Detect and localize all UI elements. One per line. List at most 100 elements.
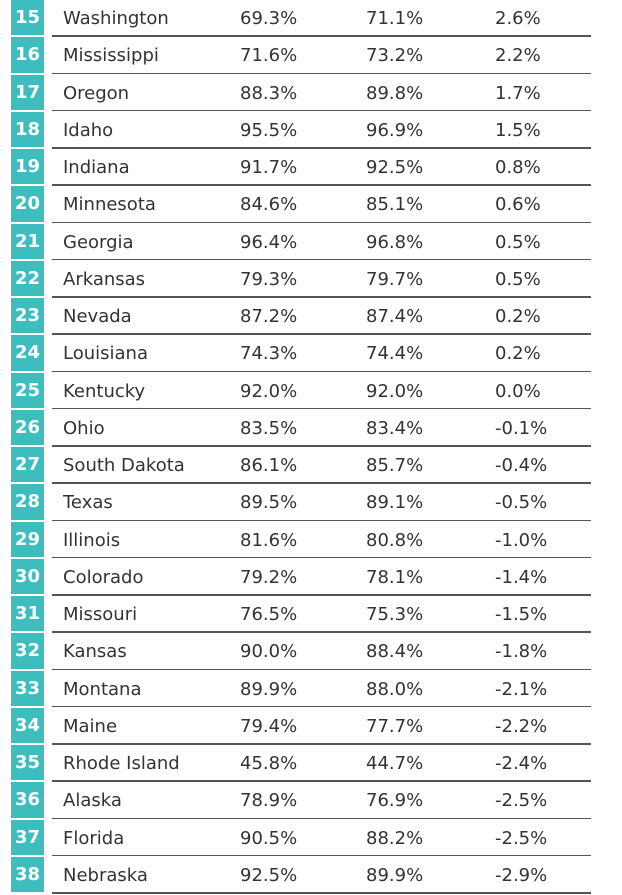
table-row: 38 Nebraska 92.5% 89.9% -2.9% xyxy=(11,856,591,894)
rank-badge: 27 xyxy=(11,447,44,483)
rank-badge: 33 xyxy=(11,670,44,706)
table-row: 23 Nevada 87.2% 87.4% 0.2% xyxy=(11,298,591,335)
second-value: 88.2% xyxy=(366,827,424,849)
second-value: 76.9% xyxy=(366,790,424,812)
rank-badge: 18 xyxy=(11,111,44,147)
change-value: -2.5% xyxy=(495,790,548,812)
second-value: 85.1% xyxy=(366,194,424,216)
second-value: 75.3% xyxy=(366,604,424,625)
change-value: -2.4% xyxy=(495,753,548,774)
row-divider xyxy=(52,35,591,37)
first-value: 84.6% xyxy=(240,194,298,216)
change-value: -0.1% xyxy=(495,417,548,439)
change-value: -2.5% xyxy=(495,827,548,849)
row-divider xyxy=(52,892,591,894)
state-name: Alaska xyxy=(63,790,122,812)
second-value: 73.2% xyxy=(366,45,424,67)
change-value: 0.0% xyxy=(495,380,541,402)
first-value: 71.6% xyxy=(240,45,298,67)
change-value: 0.5% xyxy=(495,268,541,290)
row-divider xyxy=(52,668,591,670)
row-divider xyxy=(52,631,591,633)
change-value: -0.5% xyxy=(495,492,548,514)
second-value: 44.7% xyxy=(366,753,424,774)
state-name: Nevada xyxy=(63,306,132,327)
state-name: Montana xyxy=(63,678,142,700)
rank-badge: 30 xyxy=(11,558,44,594)
table-row: 36 Alaska 78.9% 76.9% -2.5% xyxy=(11,782,591,819)
change-value: -2.1% xyxy=(495,678,548,700)
rank-badge: 38 xyxy=(11,856,44,892)
state-name: Ohio xyxy=(63,417,105,439)
row-divider xyxy=(52,109,591,112)
first-value: 69.3% xyxy=(240,8,298,29)
row-divider xyxy=(52,556,591,559)
first-value: 89.5% xyxy=(240,492,298,514)
row-divider xyxy=(52,258,591,261)
rank-badge: 21 xyxy=(11,223,44,259)
state-name: Louisiana xyxy=(63,343,148,365)
state-name: Minnesota xyxy=(63,194,156,216)
change-value: -2.2% xyxy=(495,715,548,737)
row-divider xyxy=(52,594,591,596)
state-name: Indiana xyxy=(63,157,130,178)
second-value: 74.4% xyxy=(366,343,424,365)
first-value: 81.6% xyxy=(240,529,298,551)
change-value: 1.7% xyxy=(495,82,541,104)
second-value: 85.7% xyxy=(366,455,424,476)
state-name: Texas xyxy=(63,492,113,514)
table-row: 26 Ohio 83.5% 83.4% -0.1% xyxy=(11,409,591,447)
first-value: 90.5% xyxy=(240,827,298,849)
second-value: 83.4% xyxy=(366,417,424,439)
row-divider xyxy=(52,370,591,372)
row-divider xyxy=(52,519,591,521)
row-divider xyxy=(52,854,591,857)
table-row: 18 Idaho 95.5% 96.9% 1.5% xyxy=(11,111,591,149)
rank-badge: 20 xyxy=(11,186,44,222)
state-name: Nebraska xyxy=(63,864,148,886)
second-value: 92.5% xyxy=(366,157,424,178)
state-name: Washington xyxy=(63,8,169,29)
second-value: 71.1% xyxy=(366,8,424,29)
state-name: Georgia xyxy=(63,231,134,253)
table-row: 27 South Dakota 86.1% 85.7% -0.4% xyxy=(11,447,591,484)
second-value: 92.0% xyxy=(366,380,424,402)
change-value: 1.5% xyxy=(495,119,541,141)
change-value: 2.6% xyxy=(495,8,541,29)
rank-badge: 25 xyxy=(11,372,44,408)
row-divider xyxy=(52,221,591,223)
first-value: 91.7% xyxy=(240,157,298,178)
change-value: -1.0% xyxy=(495,529,548,551)
second-value: 79.7% xyxy=(366,268,424,290)
rank-badge: 32 xyxy=(11,633,44,669)
rank-badge: 17 xyxy=(11,74,44,110)
table-row: 15 Washington 69.3% 71.1% 2.6% xyxy=(11,0,591,37)
ranking-table: 15 Washington 69.3% 71.1% 2.6% 16 Mississippi 7… xyxy=(11,0,591,894)
rank-badge: 36 xyxy=(11,782,44,818)
table-row: 28 Texas 89.5% 89.1% -0.5% xyxy=(11,484,591,521)
first-value: 92.5% xyxy=(240,864,298,886)
state-name: Oregon xyxy=(63,82,130,104)
rank-badge: 37 xyxy=(11,819,44,855)
second-value: 87.4% xyxy=(366,306,424,327)
row-divider xyxy=(52,780,591,782)
row-divider xyxy=(52,743,591,745)
change-value: 0.2% xyxy=(495,343,541,365)
rank-badge: 31 xyxy=(11,596,44,632)
state-name: Florida xyxy=(63,827,125,849)
table-row: 21 Georgia 96.4% 96.8% 0.5% xyxy=(11,223,591,261)
second-value: 89.9% xyxy=(366,864,424,886)
state-name: Rhode Island xyxy=(63,753,180,774)
table-row: 35 Rhode Island 45.8% 44.7% -2.4% xyxy=(11,745,591,782)
rank-badge: 16 xyxy=(11,37,44,73)
second-value: 89.8% xyxy=(366,82,424,104)
state-name: Missouri xyxy=(63,604,138,625)
change-value: -1.4% xyxy=(495,566,548,588)
second-value: 96.8% xyxy=(366,231,424,253)
table-row: 33 Montana 89.9% 88.0% -2.1% xyxy=(11,670,591,708)
change-value: -0.4% xyxy=(495,455,548,476)
row-divider xyxy=(52,705,591,708)
second-value: 78.1% xyxy=(366,566,424,588)
change-value: 0.2% xyxy=(495,306,541,327)
first-value: 45.8% xyxy=(240,753,298,774)
